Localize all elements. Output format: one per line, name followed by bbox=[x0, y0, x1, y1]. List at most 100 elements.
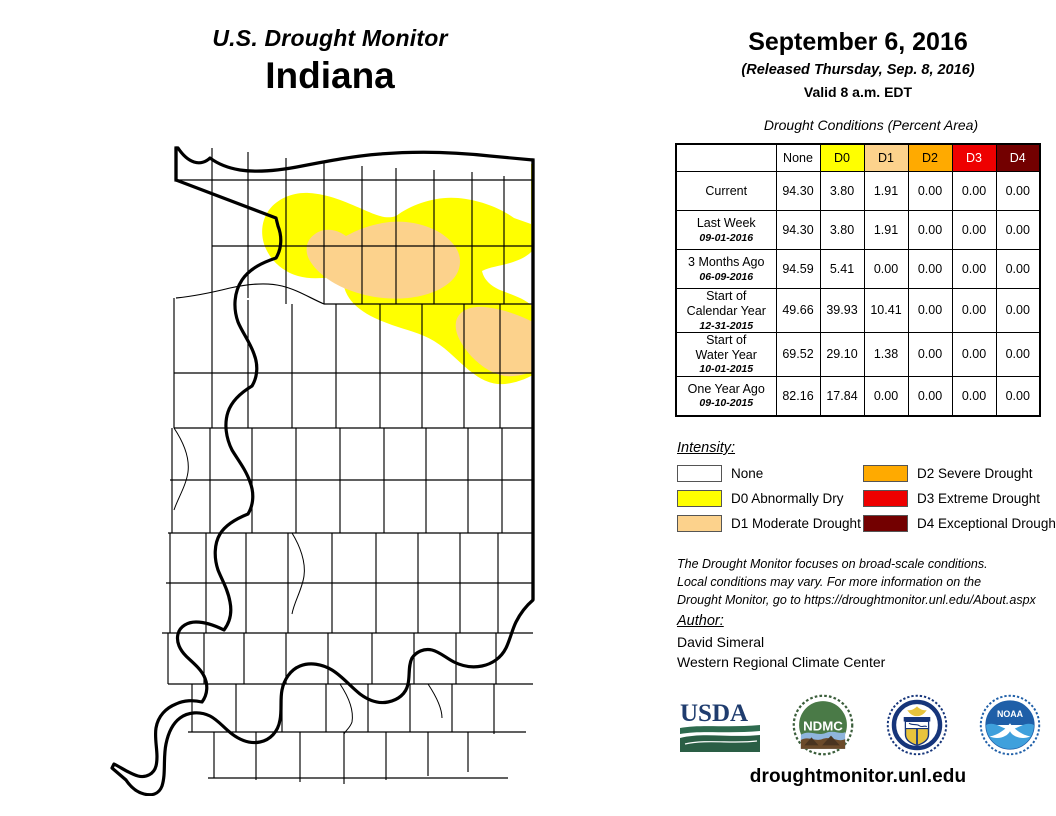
table-row-subdate: 10-01-2015 bbox=[699, 363, 754, 376]
table-col-header-none: None bbox=[775, 143, 821, 172]
table-cell-d4: 0.00 bbox=[995, 331, 1041, 377]
table-cell-d2: 0.00 bbox=[907, 288, 953, 333]
table-row-subdate: 09-01-2016 bbox=[699, 231, 754, 244]
table-row-label: 3 Months Ago 06-09-2016 bbox=[675, 249, 777, 289]
legend-swatch bbox=[677, 465, 722, 482]
noaa-logo[interactable]: NOAA bbox=[976, 694, 1044, 756]
disclaimer-line: Drought Monitor, go to https://droughtmo… bbox=[677, 592, 1036, 607]
table-row-label: Last Week 09-01-2016 bbox=[675, 210, 777, 250]
table-cell-d2: 0.00 bbox=[907, 375, 953, 417]
table-cell-none: 94.59 bbox=[775, 249, 821, 289]
table-cell-none: 82.16 bbox=[775, 375, 821, 417]
drought-conditions-table-wrap: None D0 D1 D2 D3 D4 Current 94.30 3.80 1.91 0.00 0… bbox=[675, 143, 1045, 417]
table-cell-d2: 0.00 bbox=[907, 331, 953, 377]
table-col-header-d2: D2 bbox=[907, 143, 953, 172]
disclaimer-note: The Drought Monitor focuses on broad-sca… bbox=[677, 556, 1056, 609]
drought-conditions-table: None D0 D1 D2 D3 D4 Current 94.30 3.80 1.91 0.00 0… bbox=[675, 143, 1041, 417]
author-name: David Simeral bbox=[677, 634, 765, 650]
table-row-subdate: 06-09-2016 bbox=[699, 270, 754, 283]
table-cell-none: 49.66 bbox=[775, 288, 821, 333]
author-affiliation: Western Regional Climate Center bbox=[677, 653, 886, 670]
report-released: (Released Thursday, Sep. 8, 2016) bbox=[741, 61, 975, 78]
legend-label: D1 Moderate Drought bbox=[731, 516, 861, 531]
table-cell-d3: 0.00 bbox=[951, 375, 997, 417]
table-cell-d1: 0.00 bbox=[863, 375, 909, 417]
table-cell-d1: 10.41 bbox=[863, 288, 909, 333]
report-header: September 6, 2016 (Released Thursday, Se… bbox=[660, 0, 1056, 100]
author-label: Author: bbox=[677, 613, 724, 629]
table-cell-d2: 0.00 bbox=[907, 210, 953, 250]
legend-label: None bbox=[731, 466, 764, 481]
table-cell-d3: 0.00 bbox=[951, 210, 997, 250]
table-row-subdate: 09-10-2015 bbox=[699, 397, 754, 410]
legend-swatch bbox=[863, 515, 908, 532]
legend-item: D2 Severe Drought bbox=[863, 461, 1049, 486]
disclaimer-line: Local conditions may vary. For more info… bbox=[677, 574, 982, 589]
legend-label: D0 Abnormally Dry bbox=[731, 491, 844, 506]
table-col-header-d1: D1 bbox=[863, 143, 909, 172]
author-block: Author: David Simeral Western Regional C… bbox=[677, 613, 1056, 673]
legend-column-left: None D0 Abnormally Dry D1 Moderate Drought bbox=[677, 461, 863, 536]
legend-label: D2 Severe Drought bbox=[917, 466, 1033, 481]
table-cell-d4: 0.00 bbox=[995, 249, 1041, 289]
table-col-header-d0: D0 bbox=[819, 143, 865, 172]
table-cell-d4: 0.00 bbox=[995, 210, 1041, 250]
table-cell-d4: 0.00 bbox=[995, 171, 1041, 211]
table-cell-none: 94.30 bbox=[775, 171, 821, 211]
legend-label: D4 Exceptional Drought bbox=[917, 516, 1056, 531]
legend-swatch bbox=[677, 515, 722, 532]
ndmc-logo[interactable]: NDMC bbox=[788, 694, 858, 756]
ndmc-logo-text: NDMC bbox=[803, 718, 843, 733]
legend-column-right: D2 Severe Drought D3 Extreme Drought D4 Ex… bbox=[863, 461, 1056, 536]
table-row-subdate: 12-31-2015 bbox=[699, 319, 754, 332]
table-cell-d0: 29.10 bbox=[819, 331, 865, 377]
table-cell-d1: 1.91 bbox=[863, 210, 909, 250]
page-title: Indiana bbox=[265, 55, 395, 97]
table-row: Last Week 09-01-2016 94.30 3.80 1.91 0.00 0.00… bbox=[675, 210, 1041, 250]
table-cell-none: 94.30 bbox=[775, 210, 821, 250]
table-body: Current 94.30 3.80 1.91 0.00 0.00 0.00 Last Wee… bbox=[675, 171, 1041, 417]
table-cell-d0: 3.80 bbox=[819, 210, 865, 250]
table-cell-d0: 5.41 bbox=[819, 249, 865, 289]
table-corner-cell bbox=[675, 143, 777, 172]
drought-region-d1-north bbox=[306, 221, 460, 299]
report-date: September 6, 2016 bbox=[748, 28, 968, 56]
map-title-block: U.S. Drought Monitor Indiana bbox=[0, 25, 660, 98]
legend-label: D3 Extreme Drought bbox=[917, 491, 1041, 506]
state-boundary-frame bbox=[174, 146, 535, 600]
agency-logos: USDA NDMC bbox=[665, 690, 1056, 760]
table-row-label: Current bbox=[675, 171, 777, 211]
report-valid-time: Valid 8 a.m. EDT bbox=[803, 83, 913, 100]
table-cell-d0: 3.80 bbox=[819, 171, 865, 211]
legend-item: D3 Extreme Drought bbox=[863, 486, 1049, 511]
table-cell-d4: 0.00 bbox=[995, 288, 1041, 333]
drought-region-d1-east bbox=[455, 306, 533, 377]
site-url[interactable]: droughtmonitor.unl.edu bbox=[749, 766, 967, 787]
legend-swatch bbox=[863, 490, 908, 507]
legend-swatch bbox=[677, 490, 722, 507]
usda-logo[interactable]: USDA bbox=[677, 694, 763, 756]
table-cell-d3: 0.00 bbox=[951, 331, 997, 377]
table-caption: Drought Conditions (Percent Area) bbox=[763, 116, 979, 133]
state-boundary bbox=[110, 146, 535, 796]
usdc-seal[interactable] bbox=[883, 694, 951, 756]
usda-logo-text: USDA bbox=[680, 700, 748, 727]
table-row-label: One Year Ago 09-10-2015 bbox=[675, 375, 777, 417]
table-header-row: None D0 D1 D2 D3 D4 bbox=[675, 143, 1041, 172]
table-col-header-d3: D3 bbox=[951, 143, 997, 172]
table-cell-d0: 17.84 bbox=[819, 375, 865, 417]
table-cell-d3: 0.00 bbox=[951, 249, 997, 289]
table-cell-none: 69.52 bbox=[775, 331, 821, 377]
drought-overlay bbox=[262, 164, 533, 385]
legend-item: D1 Moderate Drought bbox=[677, 511, 863, 536]
info-panel: September 6, 2016 (Released Thursday, Se… bbox=[660, 0, 1056, 816]
table-cell-d2: 0.00 bbox=[907, 171, 953, 211]
table-cell-d3: 0.00 bbox=[951, 171, 997, 211]
legend-item: D0 Abnormally Dry bbox=[677, 486, 863, 511]
indiana-map[interactable] bbox=[96, 128, 596, 796]
table-row-label: Start of Water Year 10-01-2015 bbox=[675, 331, 777, 377]
table-row-label: Start of Calendar Year 12-31-2015 bbox=[675, 288, 777, 333]
table-cell-d0: 39.93 bbox=[819, 288, 865, 333]
table-row: One Year Ago 09-10-2015 82.16 17.84 0.00 0.00… bbox=[675, 375, 1041, 417]
